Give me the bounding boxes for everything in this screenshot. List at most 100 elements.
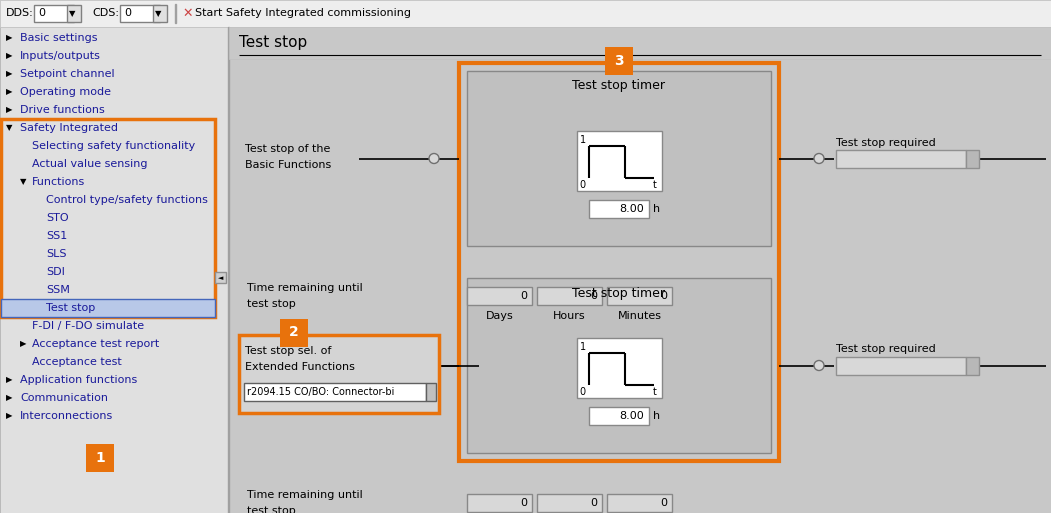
Bar bbox=[966, 357, 978, 374]
Text: Test stop required: Test stop required bbox=[836, 345, 935, 354]
Bar bbox=[836, 149, 966, 168]
Text: ▼: ▼ bbox=[154, 9, 162, 18]
Bar bbox=[467, 278, 771, 453]
Bar bbox=[607, 494, 672, 512]
Bar bbox=[215, 272, 226, 283]
Text: Hours: Hours bbox=[553, 311, 585, 321]
Text: ▶: ▶ bbox=[6, 51, 13, 61]
Bar bbox=[1, 299, 215, 317]
Text: Communication: Communication bbox=[20, 393, 108, 403]
Bar bbox=[836, 357, 966, 374]
Text: Days: Days bbox=[486, 311, 513, 321]
Text: Time remaining until: Time remaining until bbox=[247, 283, 363, 293]
Text: Acceptance test report: Acceptance test report bbox=[32, 339, 160, 349]
Text: Test stop sel. of: Test stop sel. of bbox=[245, 346, 331, 357]
Text: Setpoint channel: Setpoint channel bbox=[20, 69, 115, 79]
Circle shape bbox=[815, 153, 824, 164]
Text: 0: 0 bbox=[38, 9, 45, 18]
Bar bbox=[280, 319, 308, 346]
Bar bbox=[966, 149, 978, 168]
Text: ▶: ▶ bbox=[6, 106, 13, 114]
Text: CDS:: CDS: bbox=[92, 9, 119, 18]
Text: ▶: ▶ bbox=[6, 376, 13, 385]
Text: 0: 0 bbox=[660, 498, 667, 508]
Text: Control type/safety functions: Control type/safety functions bbox=[46, 195, 208, 205]
Text: t: t bbox=[653, 387, 657, 397]
Text: Test stop: Test stop bbox=[46, 303, 96, 313]
Text: 8.00: 8.00 bbox=[619, 204, 644, 214]
Text: ▼: ▼ bbox=[6, 124, 13, 132]
Bar bbox=[467, 287, 532, 305]
Text: 1: 1 bbox=[579, 342, 585, 352]
Text: Acceptance test: Acceptance test bbox=[32, 357, 122, 367]
Text: 0: 0 bbox=[520, 498, 527, 508]
Text: t: t bbox=[653, 180, 657, 190]
Text: Start Safety Integrated commissioning: Start Safety Integrated commissioning bbox=[195, 9, 411, 18]
Circle shape bbox=[429, 153, 439, 164]
Bar bbox=[229, 27, 1051, 513]
Text: h: h bbox=[653, 204, 660, 214]
Text: 0: 0 bbox=[579, 180, 585, 190]
Bar bbox=[86, 444, 114, 472]
Text: 8.00: 8.00 bbox=[619, 411, 644, 421]
Text: 0: 0 bbox=[590, 498, 597, 508]
Bar bbox=[67, 5, 81, 22]
Text: Selecting safety functionality: Selecting safety functionality bbox=[32, 141, 195, 151]
Bar bbox=[607, 287, 672, 305]
Bar bbox=[467, 494, 532, 512]
Text: Inputs/outputs: Inputs/outputs bbox=[20, 51, 101, 61]
Bar bbox=[537, 494, 602, 512]
Text: Safety Integrated: Safety Integrated bbox=[20, 123, 118, 133]
Text: STO: STO bbox=[46, 213, 68, 223]
Bar bbox=[589, 407, 650, 425]
Text: Test stop required: Test stop required bbox=[836, 137, 935, 148]
Text: Interconnections: Interconnections bbox=[20, 411, 114, 421]
Text: Minutes: Minutes bbox=[618, 311, 661, 321]
Text: Functions: Functions bbox=[32, 177, 85, 187]
Text: ▶: ▶ bbox=[6, 88, 13, 96]
Bar bbox=[537, 287, 602, 305]
Text: F-DI / F-DO simulate: F-DI / F-DO simulate bbox=[32, 321, 144, 331]
Bar bbox=[577, 131, 661, 191]
Text: ▶: ▶ bbox=[6, 33, 13, 43]
Text: 3: 3 bbox=[614, 54, 624, 68]
Text: 0: 0 bbox=[590, 291, 597, 301]
Bar bbox=[153, 5, 167, 22]
Bar bbox=[1, 119, 215, 317]
Bar bbox=[0, 0, 1051, 27]
Text: ▶: ▶ bbox=[6, 393, 13, 403]
Text: 1: 1 bbox=[579, 135, 585, 145]
Text: 0: 0 bbox=[124, 9, 131, 18]
Bar bbox=[426, 383, 436, 401]
Bar bbox=[120, 5, 160, 22]
Bar bbox=[229, 27, 1051, 59]
Text: Time remaining until: Time remaining until bbox=[247, 490, 363, 500]
Text: Application functions: Application functions bbox=[20, 375, 138, 385]
Bar bbox=[589, 200, 650, 218]
Text: ◄: ◄ bbox=[219, 275, 224, 281]
Text: SDI: SDI bbox=[46, 267, 65, 277]
Text: Test stop timer: Test stop timer bbox=[573, 80, 665, 92]
Bar bbox=[605, 47, 633, 75]
Text: test stop: test stop bbox=[247, 299, 295, 309]
Bar bbox=[459, 63, 779, 461]
Bar bbox=[467, 71, 771, 246]
Text: 0: 0 bbox=[579, 387, 585, 397]
Text: Test stop of the: Test stop of the bbox=[245, 145, 330, 154]
Text: 1: 1 bbox=[96, 451, 105, 465]
Bar bbox=[577, 338, 661, 398]
Text: Basic settings: Basic settings bbox=[20, 33, 98, 43]
Text: Operating mode: Operating mode bbox=[20, 87, 111, 97]
Text: ▼: ▼ bbox=[69, 9, 76, 18]
Text: SSM: SSM bbox=[46, 285, 69, 295]
Circle shape bbox=[815, 361, 824, 370]
Text: Test stop: Test stop bbox=[239, 35, 307, 50]
Text: ▶: ▶ bbox=[6, 69, 13, 78]
Text: 2: 2 bbox=[289, 326, 298, 340]
Bar bbox=[239, 334, 439, 412]
Text: 0: 0 bbox=[660, 291, 667, 301]
Text: Actual value sensing: Actual value sensing bbox=[32, 159, 147, 169]
Bar bbox=[244, 383, 426, 401]
Text: ▼: ▼ bbox=[20, 177, 26, 187]
Bar bbox=[0, 27, 228, 513]
